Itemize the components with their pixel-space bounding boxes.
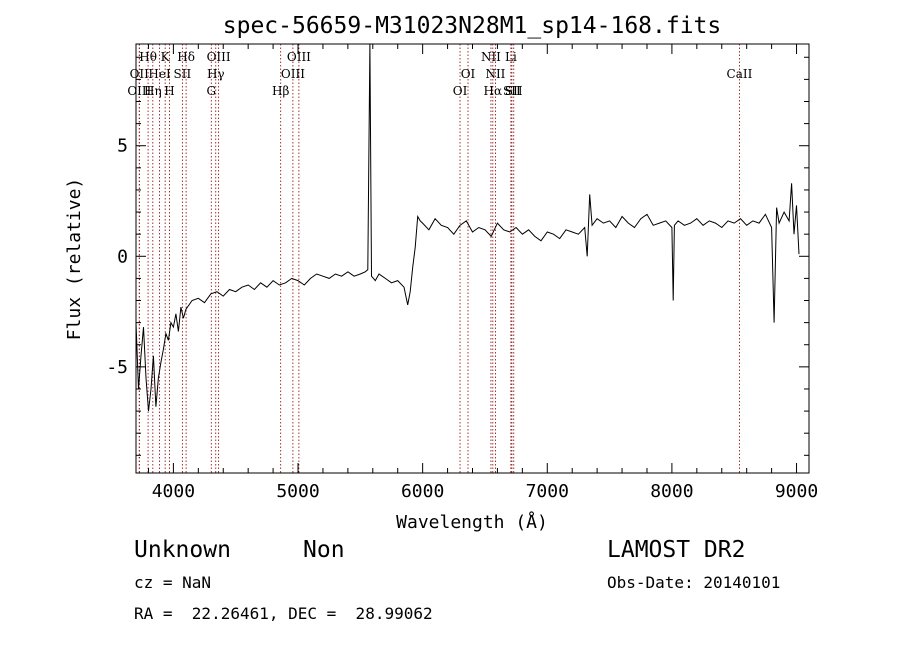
x-tick-label-1: 5000 bbox=[276, 481, 319, 502]
line-label-0: Hθ bbox=[139, 50, 157, 64]
line-label-19: Hα bbox=[484, 84, 503, 98]
line-label-2: OIII bbox=[127, 84, 151, 98]
spectrum-series-line bbox=[135, 43, 800, 412]
line-label-5: K bbox=[161, 50, 171, 64]
line-label-13: OIII bbox=[281, 67, 305, 81]
line-label-7: SII bbox=[174, 67, 192, 81]
line-label-8: Hδ bbox=[177, 50, 195, 64]
line-label-21: SII bbox=[503, 84, 521, 98]
line-label-23: CaII bbox=[727, 67, 753, 81]
y-tick-label-2: 5 bbox=[117, 136, 128, 157]
x-tick-label-0: 4000 bbox=[152, 481, 195, 502]
line-label-9: OIII bbox=[207, 50, 231, 64]
line-label-11: G bbox=[206, 84, 216, 98]
x-axis-label: Wavelength (Å) bbox=[396, 511, 548, 533]
plot-frame bbox=[135, 43, 810, 474]
y-axis-label: Flux (relative) bbox=[64, 178, 85, 341]
axis-ticks: 4000 5000 6000 7000 8000 9000 -5 0 5 bbox=[106, 44, 818, 502]
line-label-16: OI bbox=[461, 67, 476, 81]
line-label-10: Hγ bbox=[207, 67, 225, 81]
x-tick-label-4: 8000 bbox=[650, 481, 693, 502]
line-label-17: NII bbox=[481, 50, 501, 64]
x-tick-label-2: 6000 bbox=[401, 481, 444, 502]
line-label-12: Hβ bbox=[272, 84, 289, 98]
spectral-line-markers bbox=[138, 44, 740, 473]
line-label-14: OIII bbox=[287, 50, 311, 64]
coordinates: RA = 22.26461, DEC = 28.99062 bbox=[134, 604, 433, 623]
line-label-6: H bbox=[164, 84, 174, 98]
y-tick-label-1: 0 bbox=[117, 246, 128, 267]
line-label-18: NII bbox=[485, 67, 505, 81]
line-label-20: Li bbox=[505, 50, 517, 64]
line-label-3: Hη bbox=[144, 84, 162, 98]
object-class: Unknown bbox=[134, 537, 231, 563]
survey-name: LAMOST DR2 bbox=[607, 537, 746, 563]
chart-title: spec-56659-M31023N28M1_sp14-168.fits bbox=[223, 13, 722, 39]
line-label-15: OI bbox=[453, 84, 468, 98]
x-tick-label-5: 9000 bbox=[775, 481, 818, 502]
x-tick-label-3: 7000 bbox=[526, 481, 569, 502]
line-label-1: OII bbox=[130, 67, 150, 81]
line-label-22: SII bbox=[505, 84, 523, 98]
line-label-4: HeI bbox=[148, 67, 171, 81]
redshift-cz: cz = NaN bbox=[134, 573, 212, 592]
y-tick-label-0: -5 bbox=[106, 357, 128, 378]
object-subclass: Non bbox=[303, 537, 345, 563]
observation-date: Obs-Date: 20140101 bbox=[607, 573, 781, 592]
